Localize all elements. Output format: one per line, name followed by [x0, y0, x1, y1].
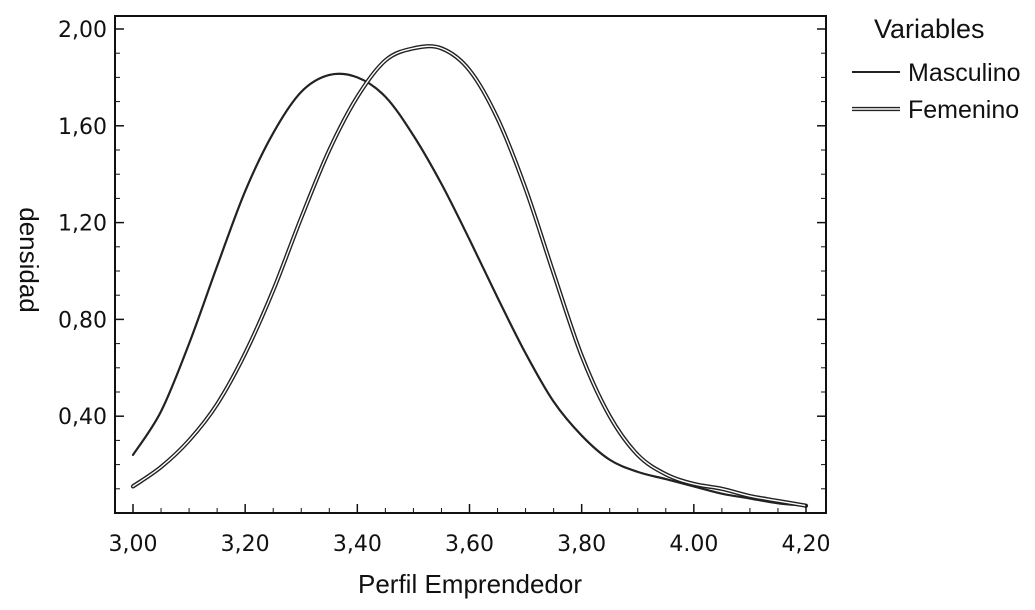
series-layer	[130, 44, 809, 508]
y-tick-label: 0,40	[58, 405, 107, 430]
x-axis: 3,00 3,20 3,40 3,60 3,80 4.00 4,20	[109, 504, 831, 557]
series-line-femenino	[130, 44, 809, 508]
x-tick-label: 3,20	[221, 532, 270, 557]
y-axis: 0,40 0,80 1,20 1,60 2,00	[58, 18, 826, 490]
y-tick-label: 2,00	[58, 18, 107, 43]
legend-items: Masculino Femenino	[852, 59, 1021, 124]
x-tick-label: 4,20	[782, 532, 831, 557]
x-axis-title: Perfil Emprendedor	[358, 569, 582, 599]
y-tick-label: 0,80	[58, 308, 107, 333]
y-tick-label: 1,20	[58, 212, 107, 237]
x-tick-label: 3,80	[557, 532, 606, 557]
x-tick-label: 3,40	[333, 532, 382, 557]
x-tick-label: 3,60	[445, 532, 494, 557]
legend-title: Variables	[874, 14, 985, 44]
legend: Variables Masculino Femenino	[852, 14, 1021, 124]
series-line-femenino-inner	[132, 45, 807, 507]
legend-label-masculino: Masculino	[908, 59, 1021, 87]
x-tick-label: 4.00	[669, 532, 718, 557]
legend-label-femenino: Femenino	[908, 96, 1019, 124]
y-axis-title: densidad	[14, 207, 44, 313]
plot-frame	[114, 15, 827, 514]
series-line-masculino	[131, 72, 808, 507]
x-tick-label: 3,00	[109, 532, 158, 557]
y-tick-label: 1,60	[58, 115, 107, 140]
